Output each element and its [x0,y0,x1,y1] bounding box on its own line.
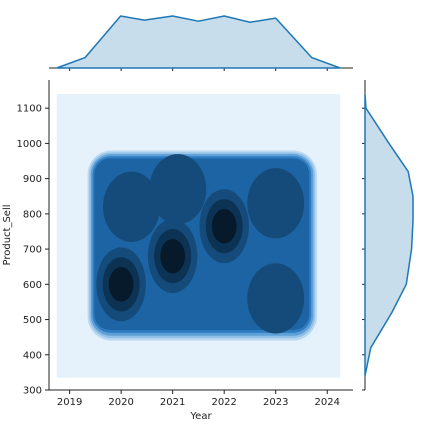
kde-peak-5-level-1 [149,154,207,225]
x-tick-label: 2024 [315,397,340,408]
y-marginal-curve [364,93,414,377]
kde-peak-3-level-3 [211,208,237,244]
y-tick-label: 400 [23,350,42,361]
x-tick-label: 2019 [57,397,82,408]
x-tick-label: 2021 [160,397,185,408]
x-tick-label: 2023 [263,397,288,408]
y-tick-label: 300 [23,386,42,397]
y-tick-label: 600 [23,280,42,291]
x-marginal-curve [55,15,341,69]
y-tick-label: 800 [23,209,42,220]
x-tick-label: 2020 [108,397,133,408]
y-tick-label: 700 [23,245,42,256]
y-tick-label: 1000 [17,139,42,150]
axes: Year Product_Sell 2019 2020 2021 2022 2023 20… [2,80,353,422]
kde-peak-2-level-3 [160,238,186,274]
y-tick-label: 900 [23,174,42,185]
kde-peak-7-level-1 [247,263,305,334]
y-tick-label: 1100 [17,104,42,115]
x-axis-label: Year [189,411,212,422]
y-tick-label: 500 [23,315,42,326]
x-tick-label: 2022 [211,397,236,408]
y-marginal-density [362,80,414,391]
kde-peak-1-level-3 [108,267,134,302]
kde-peak-6-level-1 [247,168,305,239]
joint-kde-plot [56,94,341,378]
y-axis-label: Product_Sell [2,204,13,265]
kde-peak-4-level-1 [102,171,160,242]
x-marginal-density [49,15,353,71]
